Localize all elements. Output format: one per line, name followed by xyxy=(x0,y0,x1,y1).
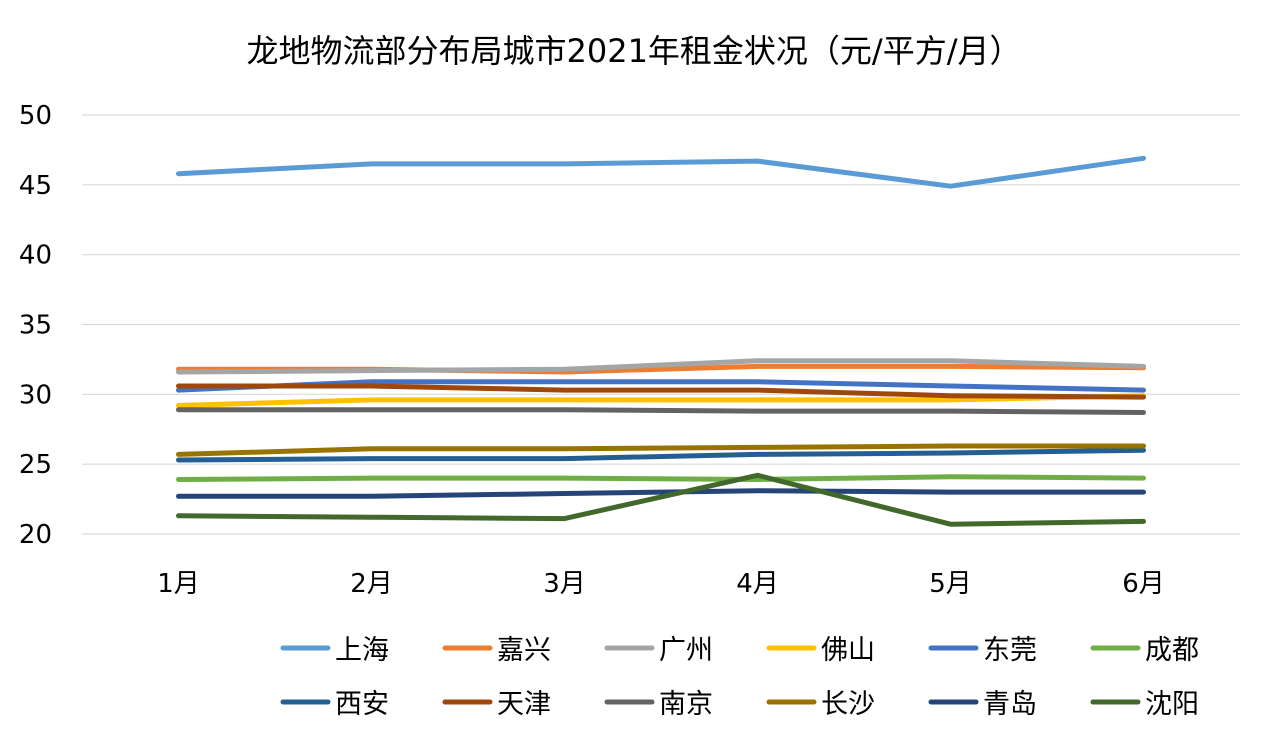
legend-item: 长沙 xyxy=(766,689,875,720)
legend-label: 天津 xyxy=(497,689,551,720)
y-axis-tick-labels: 20 25 30 35 40 45 50 xyxy=(19,101,52,550)
y-tick-label: 45 xyxy=(19,171,52,201)
gridlines xyxy=(82,114,1240,535)
legend-label: 南京 xyxy=(659,689,713,720)
series-line-9 xyxy=(176,407,1146,415)
y-tick-label: 20 xyxy=(19,520,52,550)
series-lines xyxy=(176,155,1146,527)
legend-label: 广州 xyxy=(659,635,713,666)
legend-item: 青岛 xyxy=(928,689,1037,720)
series-line-10 xyxy=(176,443,1146,457)
legend-item: 广州 xyxy=(604,635,713,666)
series-line-7 xyxy=(176,447,1146,463)
series-line-6 xyxy=(176,474,1146,482)
y-tick-label: 35 xyxy=(19,311,52,341)
legend-label: 沈阳 xyxy=(1145,689,1199,720)
series-line-11 xyxy=(176,488,1146,499)
y-tick-label: 25 xyxy=(19,450,52,480)
chart-title: 龙地物流部分布局城市2021年租金状况（元/平方/月） xyxy=(246,32,1021,70)
legend-label: 东莞 xyxy=(983,635,1037,666)
legend-label: 嘉兴 xyxy=(497,635,551,666)
y-tick-label: 40 xyxy=(19,241,52,271)
x-tick-label: 1月 xyxy=(157,569,200,599)
legend-item: 佛山 xyxy=(766,635,875,666)
x-tick-label: 6月 xyxy=(1122,569,1165,599)
legend-item: 东莞 xyxy=(928,635,1037,666)
series-line-8 xyxy=(176,383,1146,400)
legend-item: 沈阳 xyxy=(1090,689,1199,720)
legend-label: 青岛 xyxy=(983,689,1037,720)
legend-item: 上海 xyxy=(280,635,389,666)
series-line-12 xyxy=(176,472,1146,527)
x-tick-label: 4月 xyxy=(736,569,779,599)
legend-label: 长沙 xyxy=(821,689,875,720)
legend-item: 天津 xyxy=(442,689,551,720)
x-tick-label: 2月 xyxy=(350,569,393,599)
y-tick-label: 50 xyxy=(19,101,52,131)
series-line-3 xyxy=(176,358,1146,375)
legend-item: 嘉兴 xyxy=(442,635,551,666)
y-tick-label: 30 xyxy=(19,380,52,410)
legend-label: 佛山 xyxy=(821,635,875,666)
legend-label: 成都 xyxy=(1145,635,1199,666)
series-line-4 xyxy=(176,393,1146,408)
series-line-5 xyxy=(176,379,1146,393)
x-tick-label: 5月 xyxy=(929,569,972,599)
legend-item: 西安 xyxy=(280,689,389,720)
x-tick-label: 3月 xyxy=(543,569,586,599)
legend-label: 上海 xyxy=(335,635,389,666)
x-axis-tick-labels: 1月 2月 3月 4月 5月 6月 xyxy=(157,569,1165,599)
legend-item: 南京 xyxy=(604,689,713,720)
legend-label: 西安 xyxy=(335,689,389,720)
series-line-1 xyxy=(176,155,1146,189)
legend-item: 成都 xyxy=(1090,635,1199,666)
